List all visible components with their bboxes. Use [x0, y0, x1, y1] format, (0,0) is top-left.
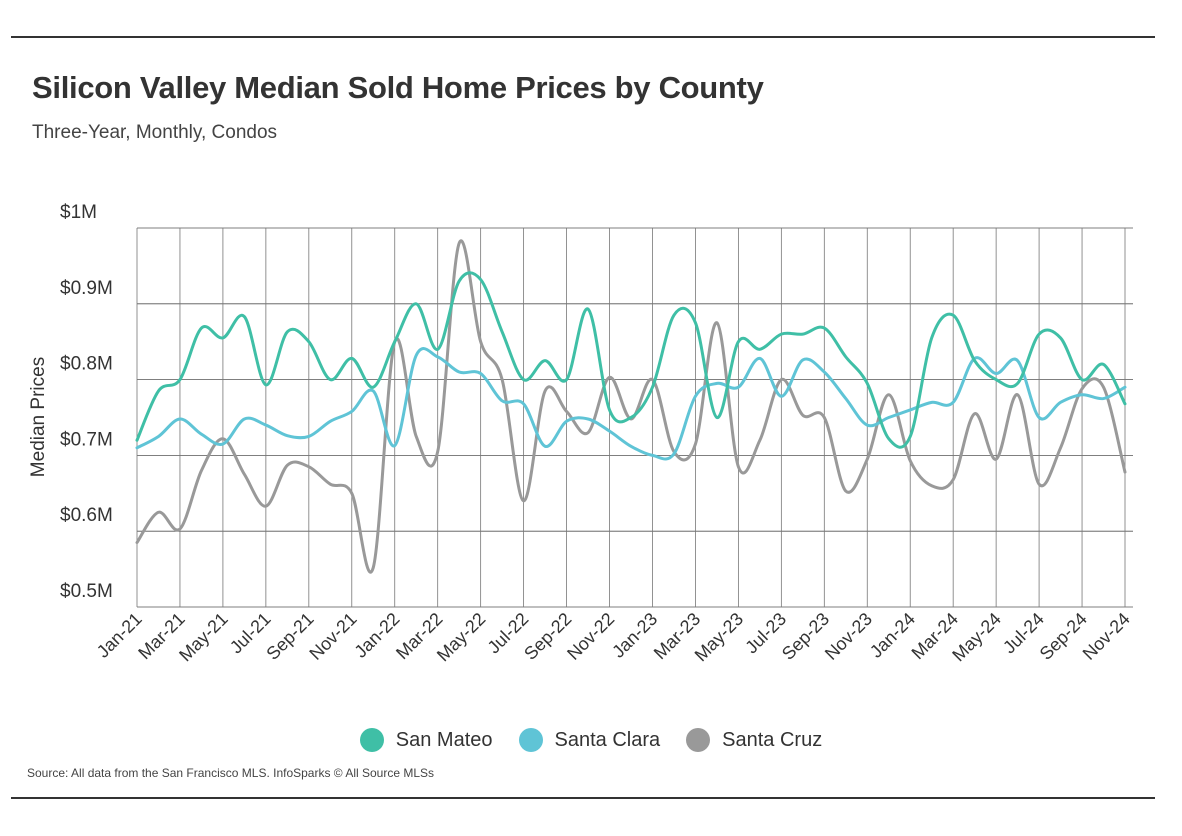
x-tick-label: Nov-24: [1079, 609, 1134, 664]
legend-item-santa-clara: Santa Clara: [518, 728, 661, 752]
bottom-rule: [11, 797, 1155, 799]
y-tick-label: $0.5M: [60, 581, 113, 602]
chart-legend: San Mateo Santa Clara Santa Cruz: [0, 728, 1182, 752]
x-tick-label: May-22: [433, 609, 490, 666]
source-note: Source: All data from the San Francisco …: [27, 766, 435, 780]
x-tick-label: Nov-21: [305, 609, 360, 664]
legend-item-san-mateo: San Mateo: [359, 728, 493, 752]
y-tick-label: $0.8M: [60, 354, 113, 375]
top-rule: [11, 36, 1155, 38]
series-line-san-mateo: [135, 271, 1127, 449]
y-tick-label: $0.6M: [60, 505, 113, 526]
chart-title: Silicon Valley Median Sold Home Prices b…: [32, 70, 764, 105]
chart-subtitle: Three-Year, Monthly, Condos: [32, 122, 278, 143]
x-tick-label: May-21: [175, 609, 232, 666]
x-tick-label: May-23: [691, 609, 748, 666]
legend-item-santa-cruz: Santa Cruz: [686, 728, 822, 752]
x-tick-label: Sep-24: [1036, 609, 1091, 664]
x-tick-label: Sep-23: [778, 609, 833, 664]
x-tick-label: Nov-22: [563, 609, 618, 664]
y-tick-label: $0.9M: [60, 278, 113, 299]
y-tick-label: $0.7M: [60, 429, 113, 450]
legend-marker-santa-cruz: [686, 728, 711, 752]
legend-marker-san-mateo: [359, 728, 384, 752]
legend-marker-santa-clara: [518, 728, 543, 752]
series-line-santa-clara: [135, 347, 1127, 461]
legend-label-santa-cruz: Santa Cruz: [722, 728, 823, 751]
series-line-santa-cruz: [135, 239, 1127, 574]
legend-label-san-mateo: San Mateo: [395, 728, 493, 751]
x-tick-label: Nov-23: [821, 609, 876, 664]
x-tick-label: Sep-21: [262, 609, 317, 664]
x-tick-label: May-24: [948, 609, 1005, 666]
line-chart: $0.5M$0.6M$0.7M$0.8M$0.9M$1MJan-21Mar-21…: [28, 202, 1134, 666]
x-tick-label: Sep-22: [520, 609, 575, 664]
y-tick-label: $1M: [60, 202, 97, 223]
y-axis-title: Median Prices: [28, 357, 49, 477]
legend-label-santa-clara: Santa Clara: [554, 728, 661, 751]
